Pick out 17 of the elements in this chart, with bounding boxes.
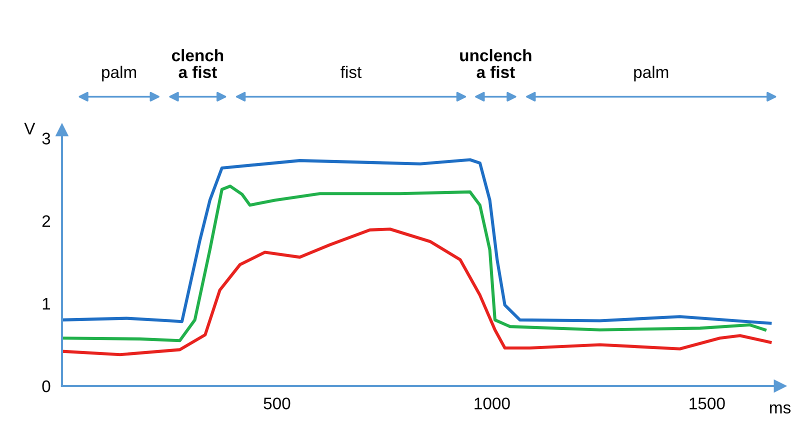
x-axis-title: ms <box>770 404 791 414</box>
text: unclench a fist <box>460 49 532 78</box>
x-tick-label: 1000 <box>474 398 510 410</box>
line-series <box>62 184 767 342</box>
line-series <box>62 228 772 356</box>
y-axis-title: V <box>24 122 36 134</box>
y-tick-label: 1 <box>42 298 50 310</box>
y-tick-label: 0 <box>42 380 50 392</box>
x-tick-label: 1500 <box>690 398 725 410</box>
y-tick-label: 3 <box>42 132 50 144</box>
y-tick-label: 2 <box>42 215 50 227</box>
text: palm <box>102 66 136 82</box>
text: clench a fist <box>172 49 224 78</box>
text: fist <box>340 66 362 78</box>
line-series <box>62 158 772 325</box>
x-tick-label: 500 <box>264 398 290 410</box>
text: palm <box>634 66 668 82</box>
